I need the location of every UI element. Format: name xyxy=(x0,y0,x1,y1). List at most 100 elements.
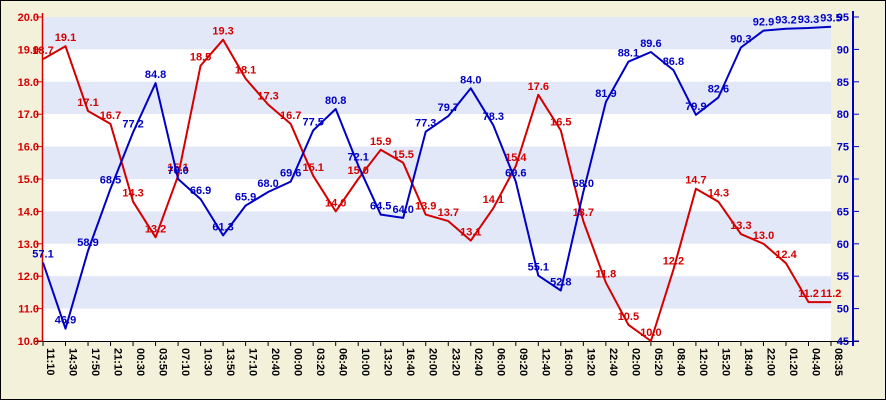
data-label: 68.0 xyxy=(573,178,594,190)
data-label: 15.9 xyxy=(370,136,391,148)
data-label: 61.3 xyxy=(212,221,233,233)
x-tick-label: 09:20 xyxy=(517,348,529,376)
data-label: 11.2 xyxy=(821,288,842,300)
left-axis-tick-label: 10.0 xyxy=(18,336,39,348)
data-label: 17.3 xyxy=(257,91,278,103)
right-axis-tick-label: 50 xyxy=(837,304,849,316)
data-label: 14.7 xyxy=(685,175,706,187)
x-tick-label: 03:20 xyxy=(314,348,326,376)
x-tick-label: 19:20 xyxy=(584,348,596,376)
data-label: 17.6 xyxy=(528,81,549,93)
data-label: 10.0 xyxy=(640,327,661,339)
x-tick-label: 12:00 xyxy=(697,348,709,376)
data-label: 84.8 xyxy=(145,69,166,81)
data-label: 58.9 xyxy=(77,237,98,249)
data-label: 55.1 xyxy=(528,262,549,274)
data-label: 64.0 xyxy=(392,204,413,216)
data-label: 68.5 xyxy=(100,175,121,187)
left-axis-tick-label: 20.0 xyxy=(18,12,39,24)
data-label: 81.9 xyxy=(595,88,616,100)
x-tick-label: 00:00 xyxy=(292,348,304,376)
right-axis-tick-label: 55 xyxy=(837,271,849,283)
data-label: 15.1 xyxy=(302,162,323,174)
data-label: 68.0 xyxy=(257,178,278,190)
x-tick-label: 12:40 xyxy=(539,348,551,376)
x-tick-label: 02:00 xyxy=(629,348,641,376)
left-axis-tick-label: 16.0 xyxy=(18,142,39,154)
data-label: 79.7 xyxy=(438,102,459,114)
data-label: 16.7 xyxy=(100,110,121,122)
data-label: 13.7 xyxy=(573,207,594,219)
humidity-line xyxy=(42,25,832,330)
right-axis-tick-label: 45 xyxy=(837,336,849,348)
x-tick-label: 17:10 xyxy=(247,348,259,376)
x-tick-label: 08:35 xyxy=(832,348,844,376)
data-label: 69.6 xyxy=(505,168,526,180)
data-label: 82.6 xyxy=(708,83,729,95)
data-label: 93.2 xyxy=(775,15,796,27)
data-label: 52.8 xyxy=(550,277,571,289)
data-label: 72.1 xyxy=(347,151,368,163)
left-axis-tick-label: 18.0 xyxy=(18,77,39,89)
data-label: 11.2 xyxy=(798,288,819,300)
x-tick-label: 14:30 xyxy=(67,348,79,376)
data-label: 65.9 xyxy=(235,192,256,204)
right-axis-tick-label: 95 xyxy=(837,12,849,24)
x-tick-label: 11:10 xyxy=(44,348,56,376)
data-label: 70.0 xyxy=(167,165,188,177)
data-label: 13.3 xyxy=(730,220,751,232)
data-label: 14.0 xyxy=(325,197,346,209)
data-label: 77.2 xyxy=(122,118,143,130)
data-label: 86.8 xyxy=(663,56,684,68)
data-label: 93.3 xyxy=(798,14,819,26)
data-label: 84.0 xyxy=(460,74,481,86)
data-label: 64.5 xyxy=(370,201,391,213)
x-tick-label: 23:20 xyxy=(449,348,461,376)
right-axis-tick-label: 90 xyxy=(837,44,849,56)
left-axis-tick-label: 13.0 xyxy=(18,239,39,251)
right-axis-tick-label: 65 xyxy=(837,206,849,218)
right-axis: 95 90 85 80 75 70 65 60 55 50 45 xyxy=(837,11,859,348)
x-tick-label: 20:00 xyxy=(427,348,439,376)
x-tick-label: 16:40 xyxy=(404,348,416,376)
x-tick-label: 22:00 xyxy=(765,348,777,376)
x-tick-label: 21:10 xyxy=(112,348,124,376)
temperature-value-labels: 18.719.117.116.714.313.215.118.519.318.1… xyxy=(32,26,841,339)
right-axis-tick-label: 80 xyxy=(837,109,849,121)
left-axis-tick-label: 15.0 xyxy=(18,174,39,186)
data-label: 93.5 xyxy=(820,13,841,25)
x-tick-label: 15:20 xyxy=(719,348,731,376)
data-label: 17.1 xyxy=(77,97,98,109)
data-label: 18.5 xyxy=(190,52,211,64)
data-label: 88.1 xyxy=(618,48,639,60)
x-tick-label: 13:20 xyxy=(382,348,394,376)
data-label: 77.3 xyxy=(415,118,436,130)
data-label: 15.1 xyxy=(167,162,188,174)
data-label: 15.5 xyxy=(392,149,413,161)
data-label: 15.0 xyxy=(347,165,368,177)
data-label: 89.6 xyxy=(640,38,661,50)
data-label: 13.7 xyxy=(438,207,459,219)
data-label: 90.3 xyxy=(730,34,751,46)
x-tick-label: 03:50 xyxy=(157,348,169,376)
x-tick-label: 06:40 xyxy=(337,348,349,376)
data-label: 14.1 xyxy=(483,194,504,206)
data-label: 78.3 xyxy=(483,111,504,123)
x-tick-label: 05:20 xyxy=(652,348,664,376)
plot-bands xyxy=(43,17,831,341)
left-axis-tick-label: 14.0 xyxy=(18,206,39,218)
humidity-value-labels: 57.1 46.9 58.9 68.5 77.2 84.8 70.066.9 61.3 65.9… xyxy=(32,13,841,327)
x-axis: 11:10 14:30 17:50 21:10 00:30 03:50 07:10 10:30… xyxy=(35,341,859,376)
x-tick-label: 22:40 xyxy=(607,348,619,376)
data-label: 19.3 xyxy=(212,26,233,38)
x-tick-label: 04:40 xyxy=(810,348,822,376)
x-tick-label: 07:10 xyxy=(179,348,191,376)
data-label: 66.9 xyxy=(190,185,211,197)
data-label: 57.1 xyxy=(32,249,53,261)
data-label: 12.2 xyxy=(663,256,684,268)
data-label: 16.5 xyxy=(550,116,571,128)
left-axis-tick-label: 12.0 xyxy=(18,271,39,283)
data-label: 12.4 xyxy=(775,249,797,261)
